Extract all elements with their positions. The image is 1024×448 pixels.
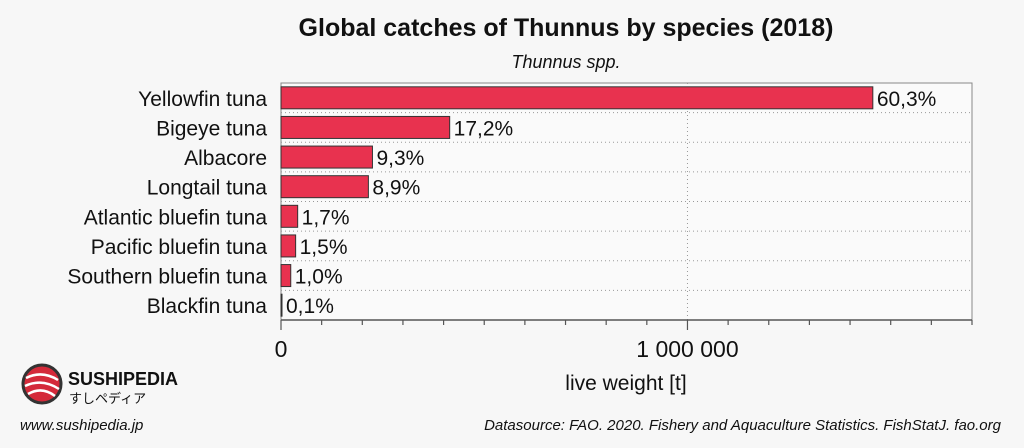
x-tick-label: 1 000 000 bbox=[636, 336, 738, 362]
data-label: 1,0% bbox=[295, 266, 343, 289]
bar bbox=[280, 115, 451, 139]
category-label: Yellowfin tuna bbox=[138, 88, 267, 111]
bar bbox=[280, 175, 369, 199]
category-label: Atlantic bluefin tuna bbox=[84, 206, 268, 229]
category-label: Bigeye tuna bbox=[156, 117, 267, 140]
chart-title: Global catches of Thunnus by species (20… bbox=[299, 14, 834, 42]
bar bbox=[280, 204, 299, 228]
logo-kana: すしペディア bbox=[69, 391, 146, 406]
website-link[interactable]: www.sushipedia.jp bbox=[20, 417, 143, 434]
category-label: Blackfin tuna bbox=[147, 295, 268, 318]
category-label: Albacore bbox=[184, 147, 267, 170]
sushipedia-logo: SUSHIPEDIA すしペディア bbox=[21, 363, 178, 406]
logo-text: SUSHIPEDIA bbox=[68, 369, 178, 389]
data-source-text: Datasource: FAO. 2020. Fishery and Aquac… bbox=[484, 417, 1002, 434]
data-label: 1,7% bbox=[302, 206, 350, 229]
bar bbox=[280, 293, 283, 317]
data-label: 0,1% bbox=[286, 295, 334, 318]
data-label: 60,3% bbox=[877, 88, 937, 111]
category-label: Pacific bluefin tuna bbox=[91, 236, 268, 259]
chart-subtitle: Thunnus spp. bbox=[511, 52, 620, 72]
bar bbox=[280, 234, 297, 258]
data-label: 17,2% bbox=[454, 117, 514, 140]
bar bbox=[280, 145, 373, 169]
data-label: 9,3% bbox=[376, 147, 424, 170]
category-label: Longtail tuna bbox=[147, 177, 268, 200]
data-label: 1,5% bbox=[300, 236, 348, 259]
x-tick-label: 0 bbox=[275, 336, 288, 362]
x-axis-label: live weight [t] bbox=[565, 372, 686, 395]
bar bbox=[280, 86, 874, 110]
bar bbox=[280, 264, 292, 288]
data-label: 8,9% bbox=[372, 177, 420, 200]
category-label: Southern bluefin tuna bbox=[67, 266, 267, 289]
